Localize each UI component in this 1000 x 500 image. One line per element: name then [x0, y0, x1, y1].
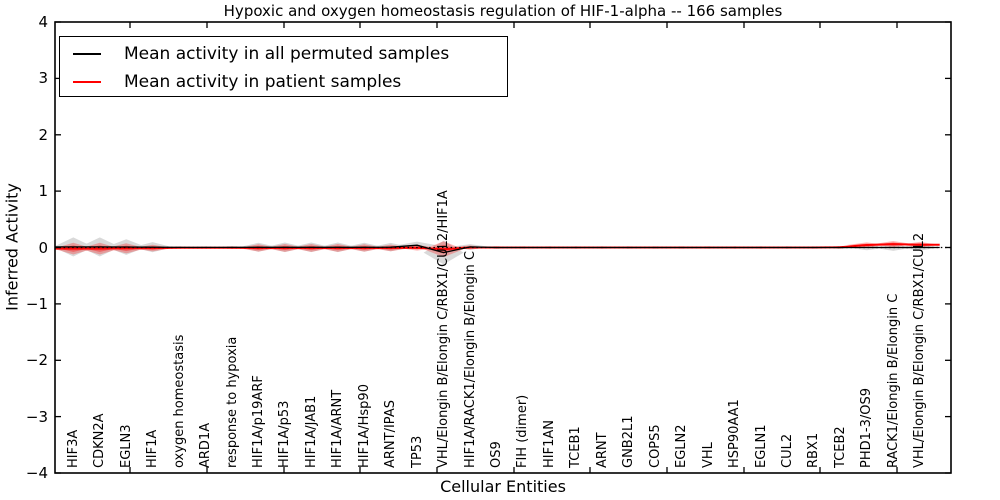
x-tick-label: EGLN3 — [118, 424, 134, 468]
x-tick-label: HIF1A — [145, 429, 161, 468]
x-axis-label: Cellular Entities — [440, 477, 566, 496]
x-tick-label: EGLN1 — [753, 424, 769, 468]
legend-item-patient-mean: Mean activity in patient samples — [60, 70, 507, 94]
y-tick-label: −1 — [25, 294, 48, 313]
x-tick-label: VHL/Elongin B/Elongin C/RBX1/CUL2/HIF1A — [436, 190, 452, 468]
x-tick-label: CUL2 — [779, 433, 795, 468]
x-tick-label: OS9 — [489, 441, 504, 468]
x-tick-label: TP53 — [409, 435, 425, 468]
y-tick-label: 4 — [38, 13, 48, 31]
x-tick-label: HIF3A — [65, 429, 81, 468]
x-tick-label: VHL — [700, 442, 716, 468]
x-tick-label: COPS5 — [647, 424, 663, 468]
y-tick-label: 3 — [38, 69, 48, 88]
legend: Mean activity in all permuted samples Me… — [59, 36, 508, 97]
x-tick-label: HSP90AA1 — [727, 399, 742, 468]
x-tick-label: GNB2L1 — [621, 415, 637, 468]
x-tick-label: TCEB1 — [568, 426, 584, 468]
x-tick-label: HIF1A/JAB1 — [303, 395, 319, 468]
x-tick-label: ARD1A — [198, 422, 214, 468]
legend-label-patient: Mean activity in patient samples — [124, 72, 402, 92]
x-tick-label: ARNT/IPAS — [383, 400, 399, 468]
y-tick-label: 0 — [38, 238, 48, 257]
y-tick-label: 1 — [38, 182, 48, 201]
x-tick-label: TCEB2 — [832, 426, 848, 468]
legend-black-line-icon — [73, 53, 101, 55]
x-tick-label: FIH (dimer) — [515, 394, 531, 468]
x-tick-label: HIF1A/p53 — [277, 400, 293, 468]
y-tick-label: −3 — [25, 407, 48, 426]
x-tick-label: RBX1 — [806, 432, 822, 468]
x-tick-label: CDKN2A — [92, 413, 108, 468]
legend-label-permuted: Mean activity in all permuted samples — [124, 44, 450, 64]
x-tick-label: PHD1-3/OS9 — [859, 388, 875, 468]
chart-title: Hypoxic and oxygen homeostasis regulatio… — [223, 2, 783, 20]
x-tick-label: ARNT — [594, 432, 610, 468]
legend-red-line-icon — [73, 81, 101, 83]
y-tick-label: 2 — [38, 125, 48, 144]
x-tick-label: oxygen homeostasis — [171, 334, 187, 468]
x-tick-label: HIF1AN — [541, 420, 557, 468]
x-tick-label: HIF1A/Hsp90 — [356, 384, 372, 468]
x-tick-label: HIF1A/p19ARF — [250, 375, 266, 468]
y-tick-label: −2 — [25, 351, 48, 370]
x-tick-label: RACK1/Elongin B/Elongin C — [885, 293, 901, 468]
legend-item-permuted-mean: Mean activity in all permuted samples — [60, 42, 507, 66]
x-tick-label: VHL/Elongin B/Elongin C/RBX1/CUL2 — [912, 232, 928, 468]
x-tick-label: HIF1A/RACK1/Elongin B/Elongin C — [462, 251, 478, 468]
x-tick-label: response to hypoxia — [224, 336, 240, 468]
y-tick-label: −4 — [25, 464, 48, 482]
x-tick-label: EGLN2 — [674, 424, 690, 468]
x-tick-label: HIF1A/ARNT — [330, 389, 346, 468]
